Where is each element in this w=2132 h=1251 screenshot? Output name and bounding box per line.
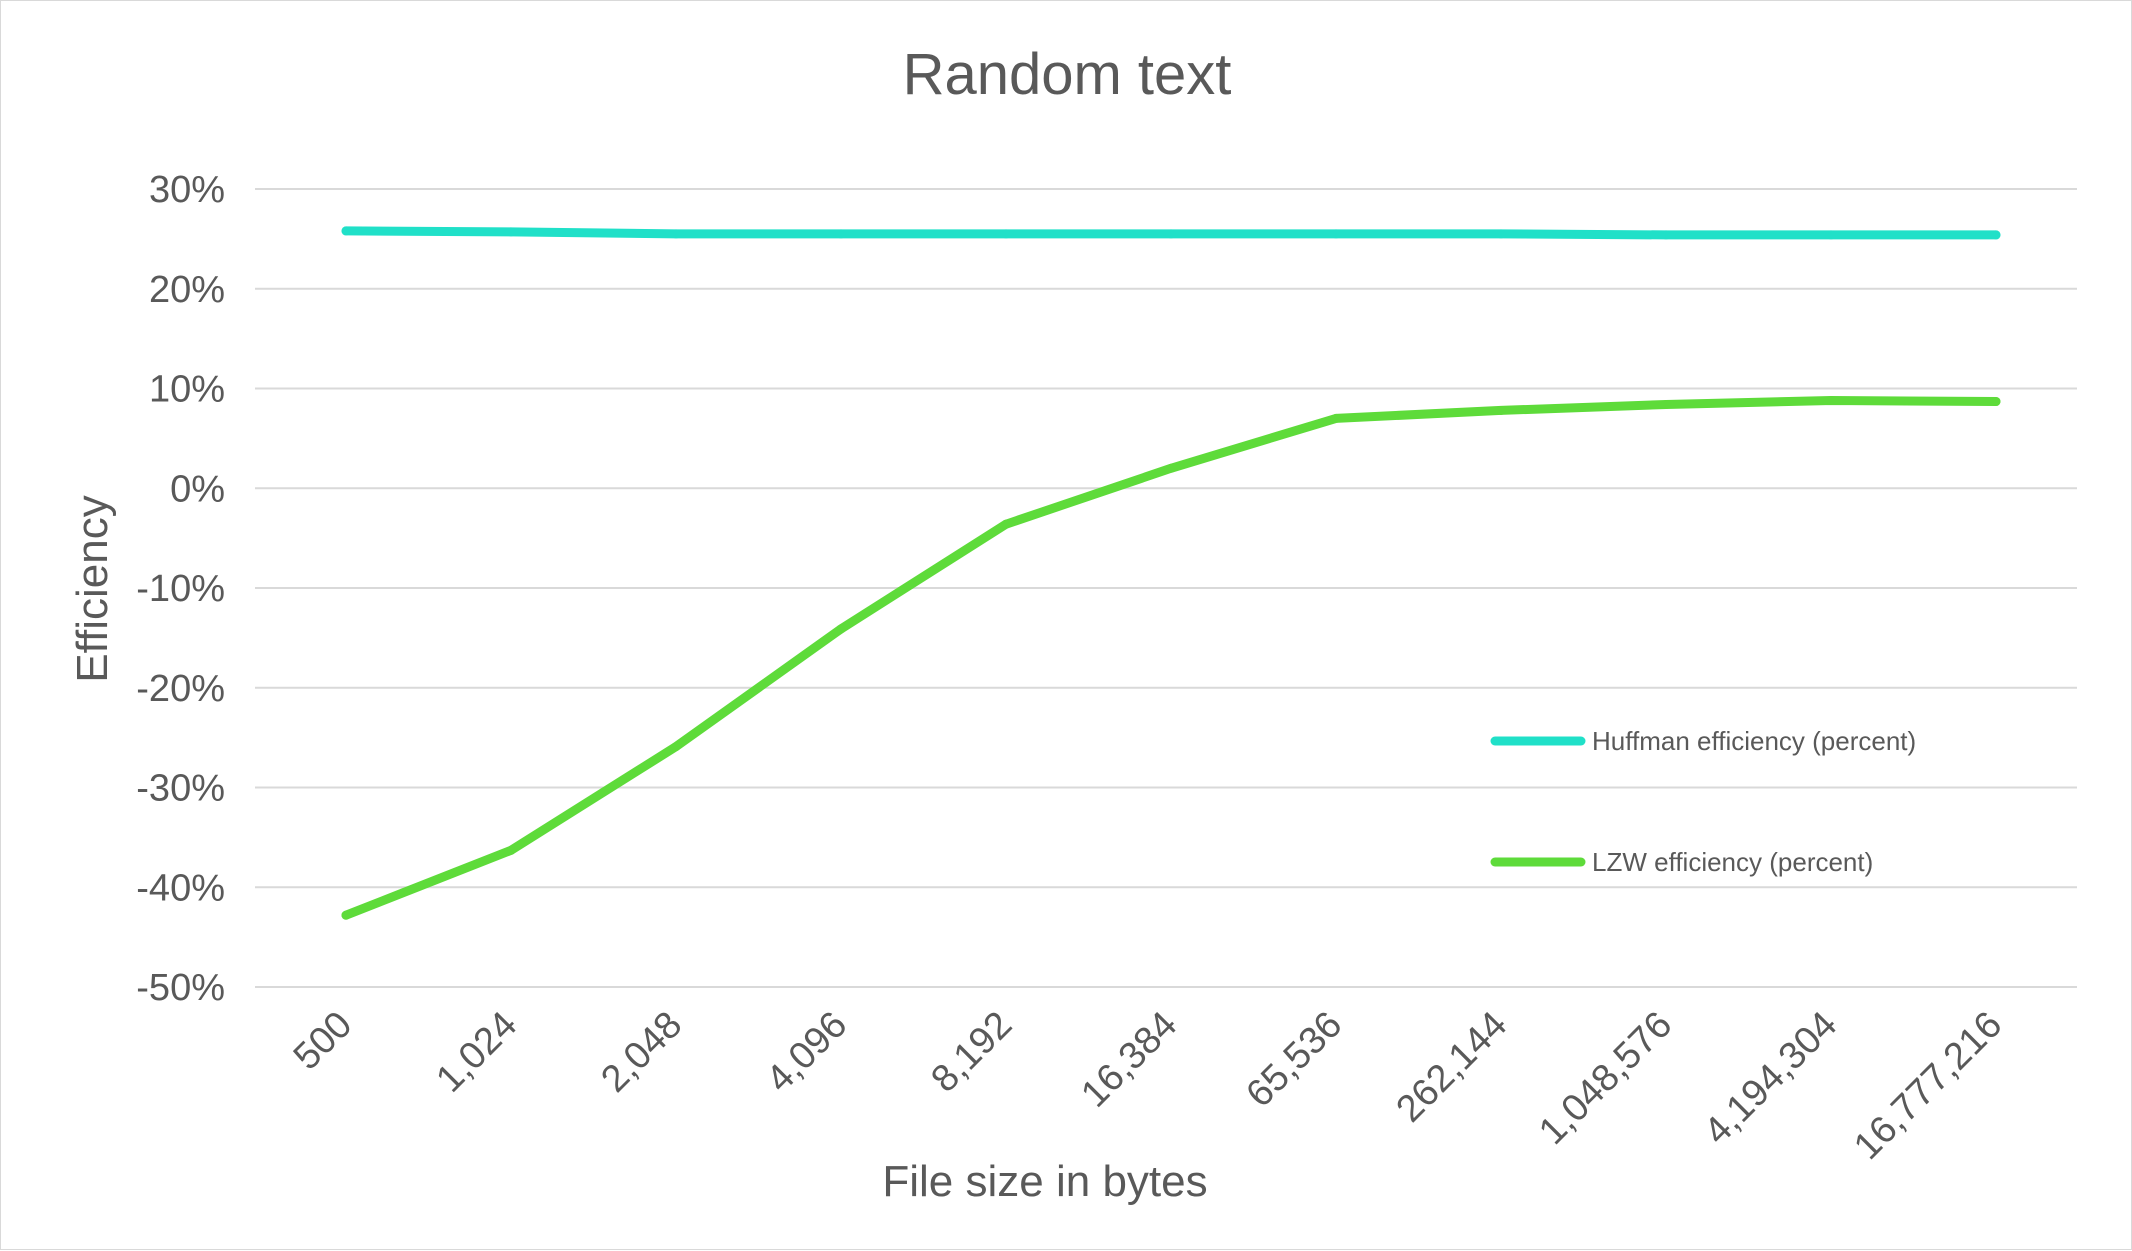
data-point bbox=[836, 229, 846, 239]
data-point bbox=[1496, 405, 1506, 415]
series-lines bbox=[341, 226, 2001, 920]
x-tick-label: 262,144 bbox=[1389, 1004, 1516, 1131]
x-tick-label: 65,536 bbox=[1238, 1004, 1350, 1116]
data-point bbox=[1496, 229, 1506, 239]
y-tick-label: 20% bbox=[149, 269, 225, 311]
y-tick-label: -50% bbox=[136, 967, 225, 1009]
x-axis-tick-labels: 500 1,024 2,048 4,096 8,192 16,384 65,536 262,1… bbox=[286, 1004, 2011, 1168]
y-tick-label: -40% bbox=[136, 867, 225, 909]
data-point bbox=[1001, 229, 1011, 239]
x-tick-label: 16,384 bbox=[1073, 1004, 1185, 1116]
data-point bbox=[1991, 396, 2001, 406]
y-tick-label: -10% bbox=[136, 568, 225, 610]
series-line bbox=[341, 396, 2001, 920]
x-tick-label: 4,096 bbox=[758, 1004, 855, 1101]
x-axis-title: File size in bytes bbox=[882, 1157, 1207, 1206]
data-point bbox=[1826, 395, 1836, 405]
series-huffman bbox=[341, 226, 2001, 240]
y-tick-label: -20% bbox=[136, 668, 225, 710]
data-point bbox=[1166, 463, 1176, 473]
data-point bbox=[506, 845, 516, 855]
data-point bbox=[506, 227, 516, 237]
legend-label: Huffman efficiency (percent) bbox=[1592, 726, 1916, 756]
y-axis-title: Efficiency bbox=[68, 495, 117, 683]
chart-title: Random text bbox=[903, 42, 1232, 107]
data-point bbox=[341, 226, 351, 236]
data-point bbox=[1661, 399, 1671, 409]
x-tick-label: 1,024 bbox=[428, 1004, 525, 1101]
data-point bbox=[1001, 519, 1011, 529]
x-tick-label: 8,192 bbox=[923, 1004, 1020, 1101]
y-tick-label: 0% bbox=[170, 468, 225, 510]
y-tick-label: 10% bbox=[149, 369, 225, 411]
y-tick-label: -30% bbox=[136, 768, 225, 810]
x-tick-label: 4,194,304 bbox=[1696, 1004, 1845, 1153]
data-point bbox=[1166, 229, 1176, 239]
x-tick-label: 2,048 bbox=[593, 1004, 690, 1101]
x-tick-label: 16,777,216 bbox=[1846, 1004, 2010, 1168]
data-point bbox=[1331, 229, 1341, 239]
data-point bbox=[341, 910, 351, 920]
data-point bbox=[671, 229, 681, 239]
data-point bbox=[1991, 230, 2001, 240]
gridlines bbox=[255, 188, 2077, 988]
legend-label: LZW efficiency (percent) bbox=[1592, 847, 1873, 877]
data-point bbox=[671, 742, 681, 752]
x-tick-label: 500 bbox=[286, 1004, 361, 1079]
y-tick-label: 30% bbox=[149, 169, 225, 211]
data-point bbox=[1661, 230, 1671, 240]
data-point bbox=[836, 624, 846, 634]
y-axis-tick-labels: 30% 20% 10% 0% -10% -20% -30% -40% -50% bbox=[136, 169, 225, 1009]
x-tick-label: 1,048,576 bbox=[1531, 1004, 1680, 1153]
series-lzw bbox=[341, 395, 2001, 920]
legend: Huffman efficiency (percent) LZW efficien… bbox=[1490, 726, 1916, 877]
data-point bbox=[1826, 230, 1836, 240]
data-point bbox=[1331, 413, 1341, 423]
